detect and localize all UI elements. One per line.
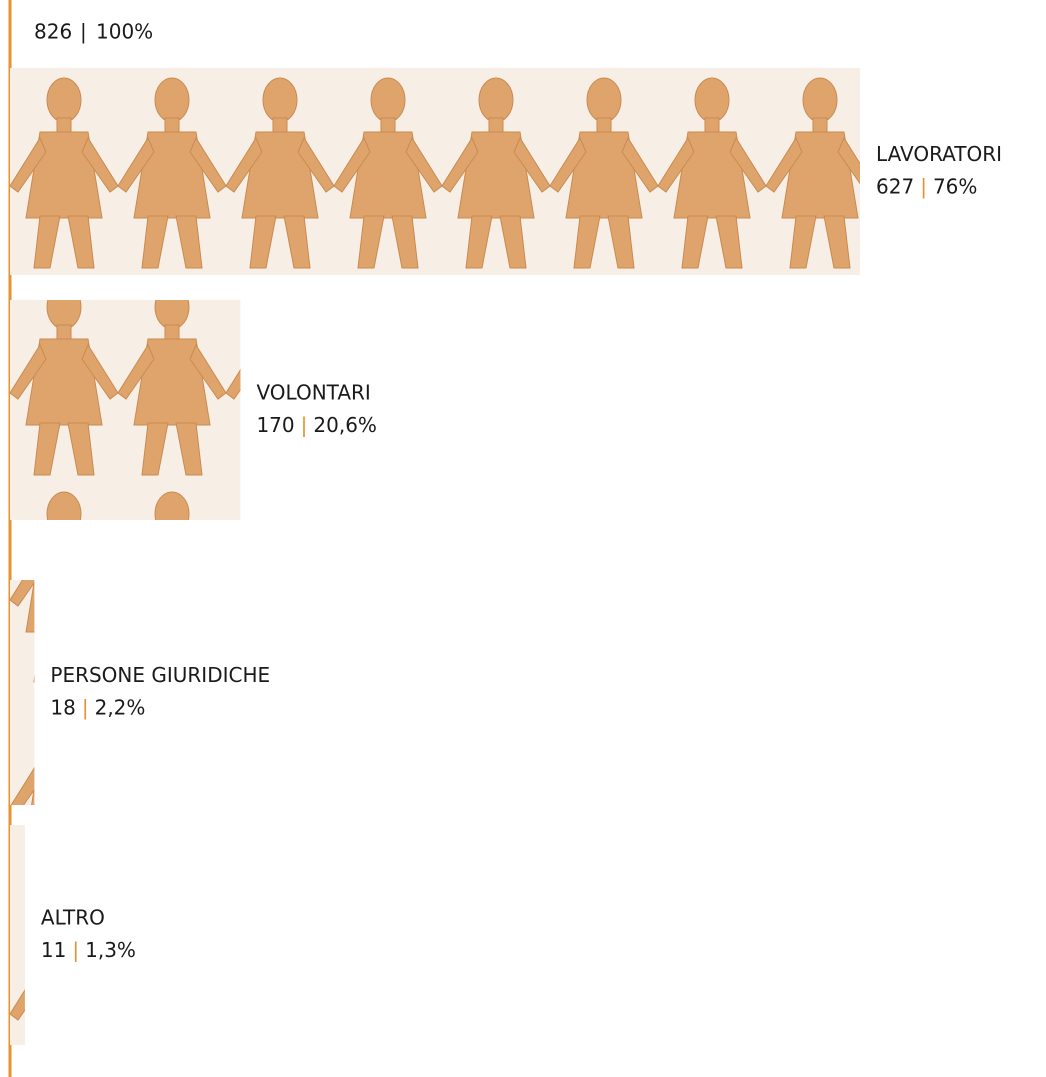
separator: | [920,174,927,198]
category-label: VOLONTARI [256,381,370,405]
category-label: LAVORATORI [876,142,1002,166]
percent-label: 20,6% [313,413,377,437]
category-label: ALTRO [41,906,105,930]
value: 18 [50,695,75,719]
separator: | [72,938,79,962]
total-percent: 100% [96,20,153,44]
bar [10,68,860,275]
value-label: 18 | 2,2% [50,695,145,719]
total-value: 826 [34,20,72,44]
separator: | [82,695,89,719]
bar [10,580,35,805]
bar [10,825,25,1045]
value-label: 170 | 20,6% [256,413,376,437]
bar [10,300,241,520]
percent-label: 76% [933,174,977,198]
value-label: 627 | 76% [876,174,977,198]
value: 11 [41,938,66,962]
value-label: 11 | 1,3% [41,938,136,962]
separator: | [301,413,308,437]
total-separator: | [80,20,87,44]
category-label: PERSONE GIURIDICHE [50,663,270,687]
value: 170 [256,413,294,437]
percent-label: 2,2% [95,695,146,719]
value: 627 [876,174,914,198]
percent-label: 1,3% [85,938,136,962]
